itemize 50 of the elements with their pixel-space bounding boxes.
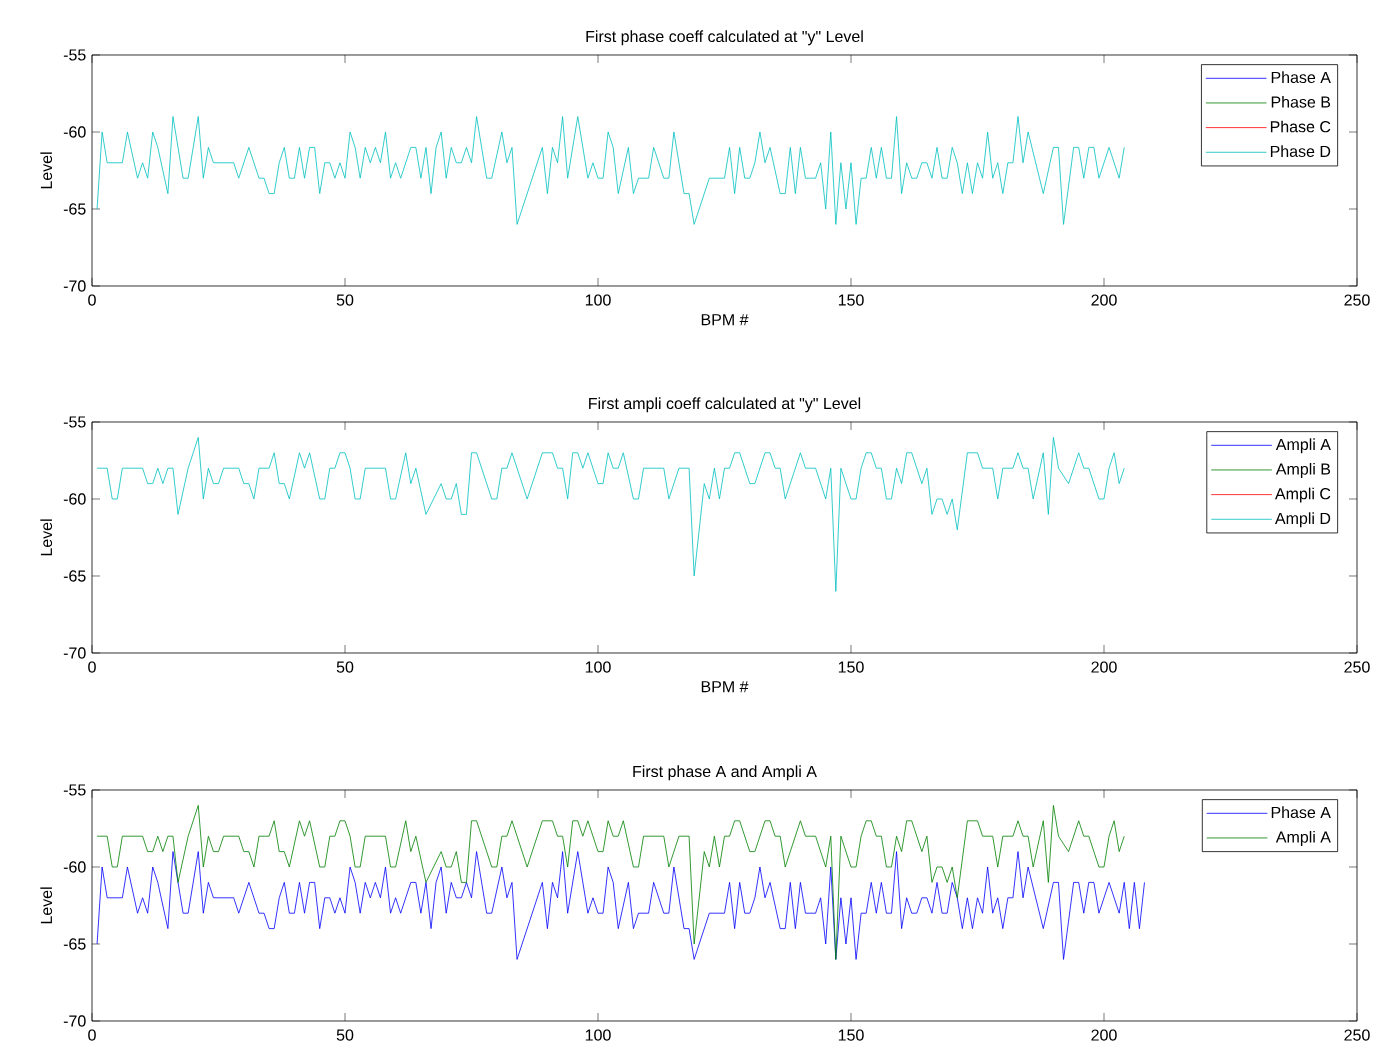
legend-label: Phase D — [1270, 145, 1331, 158]
legend-label: Phase B — [1271, 95, 1331, 108]
x-tick-label: 0 — [88, 294, 96, 306]
x-tick-label: 150 — [838, 661, 864, 673]
chart-title: First phase coeff calculated at "y" Level — [586, 30, 863, 46]
x-axis-title: BPM # — [701, 681, 749, 693]
legend-label: Ampli A — [1275, 438, 1331, 454]
y-axis-title: Level — [40, 152, 53, 189]
y-tick-label: -70 — [63, 280, 86, 292]
y-tick-label: -55 — [63, 784, 86, 796]
legend-label: Ampli D — [1274, 512, 1331, 528]
y-tick-label: -55 — [63, 416, 86, 428]
chart-title: First phase A and Ampli A — [633, 765, 817, 781]
x-tick-label: 250 — [1344, 294, 1370, 306]
y-tick-label: -70 — [63, 1015, 86, 1027]
y-tick-label: -65 — [63, 938, 86, 950]
y-tick-label: -70 — [63, 647, 86, 659]
line-series — [96, 805, 1125, 960]
x-tick-label: 100 — [585, 294, 611, 306]
x-tick-label: 200 — [1091, 1029, 1117, 1041]
x-tick-label: 250 — [1344, 661, 1370, 673]
legend-label: Phase A — [1271, 71, 1331, 84]
x-tick-label: 200 — [1091, 294, 1117, 306]
x-tick-label: 50 — [336, 1029, 354, 1041]
x-tick-label: 100 — [585, 1029, 611, 1041]
x-axis-title: BPM # — [701, 314, 749, 326]
y-tick-label: -60 — [63, 493, 86, 505]
legend-label: Phase C — [1270, 120, 1331, 133]
y-tick-label: -65 — [63, 570, 86, 582]
chart-title: First ampli coeff calculated at "y" Level — [589, 397, 861, 413]
x-tick-label: 0 — [88, 661, 96, 673]
y-axis-title: Level — [40, 887, 53, 924]
x-tick-label: 100 — [585, 661, 611, 673]
legend-label: Phase A — [1271, 806, 1331, 819]
y-tick-label: -65 — [63, 203, 86, 215]
x-tick-label: 200 — [1091, 661, 1117, 673]
x-tick-label: 0 — [88, 1029, 96, 1041]
x-tick-label: 150 — [838, 294, 864, 306]
line-series — [96, 437, 1125, 592]
x-tick-label: 50 — [336, 661, 354, 673]
y-axis-title: Level — [40, 519, 53, 556]
y-tick-label: -55 — [63, 49, 86, 61]
y-tick-label: -60 — [63, 861, 86, 873]
legend-label: Ampli A — [1275, 830, 1331, 846]
x-tick-label: 50 — [336, 294, 354, 306]
y-tick-label: -60 — [63, 126, 86, 138]
legend-label: Ampli C — [1274, 487, 1331, 503]
x-tick-label: 150 — [838, 1029, 864, 1041]
x-tick-label: 250 — [1344, 1029, 1370, 1041]
legend-label: Ampli B — [1275, 462, 1331, 478]
